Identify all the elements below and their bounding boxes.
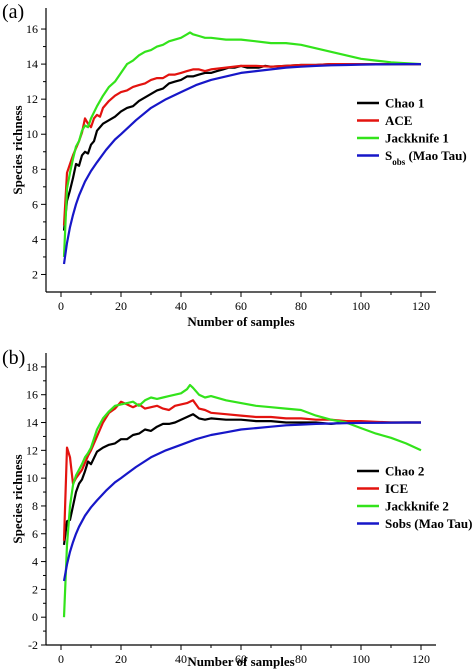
x-tick-label: 0: [58, 299, 64, 313]
y-axis-title: Species richness: [10, 454, 25, 543]
panel-label: (b): [2, 347, 25, 369]
y-tick-label: 4: [32, 555, 38, 569]
legend: Chao 1 ACE Jackknife 1 Sobs (Mao Tau): [357, 96, 467, 167]
x-tick-label: 20: [115, 299, 127, 313]
y-tick-label: 6: [32, 197, 38, 211]
y-tick-label: 16: [26, 22, 38, 36]
x-tick-label: 80: [295, 652, 307, 666]
legend-label: ACE: [385, 113, 412, 128]
y-tick-label: -2: [28, 638, 38, 652]
x-tick-label: 80: [295, 299, 307, 313]
series-line-3: [62, 62, 421, 265]
legend-label: Chao 2: [385, 464, 424, 479]
series-line-0: [62, 413, 421, 546]
x-axis-title: Number of samples: [187, 654, 294, 669]
x-tick-label: 120: [412, 299, 430, 313]
x-tick-label: 60: [235, 299, 247, 313]
y-tick-label: 4: [32, 232, 38, 246]
legend-label: Chao 1: [385, 96, 424, 111]
y-tick-label: 2: [32, 267, 38, 281]
x-axis-title: Number of samples: [187, 314, 294, 329]
series-line-2: [62, 383, 422, 618]
y-axis-title: Species richness: [10, 105, 25, 194]
legend: Chao 2 ICE Jackknife 2 Sobs (Mao Tau): [357, 464, 472, 531]
x-tick-label: 120: [412, 652, 430, 666]
y-tick-label: 10: [26, 127, 38, 141]
y-tick-label: 14: [26, 57, 38, 71]
y-tick-label: 12: [26, 92, 38, 106]
series-line-3: [62, 421, 421, 582]
chart-panel-a: (a) 0 20 40 60 80 100 120 2 4 6 8 10 12 14 16 Number of …: [2, 1, 467, 329]
x-tick-label: 20: [115, 652, 127, 666]
y-tick-label: 14: [26, 416, 38, 430]
legend-label: Sobs (Mao Tau): [385, 148, 467, 167]
legend-label: Jackknife 1: [385, 131, 449, 146]
legend-label: Sobs (Mao Tau): [385, 516, 472, 531]
y-tick-label: 6: [32, 527, 38, 541]
series-line-1: [62, 399, 421, 541]
legend-label: ICE: [385, 481, 408, 496]
y-tick-label: 8: [32, 162, 38, 176]
x-tick-label: 60: [235, 652, 247, 666]
x-tick-label: 40: [175, 652, 187, 666]
y-tick-label: 8: [32, 499, 38, 513]
x-tick-label: 100: [352, 299, 370, 313]
series-line-2: [62, 31, 422, 257]
x-tick-label: 40: [175, 299, 187, 313]
panel-label: (a): [2, 1, 24, 23]
x-tick-label: 100: [352, 652, 370, 666]
y-tick-label: 18: [26, 360, 38, 374]
chart-panel-b: (b) 0 20 40 60 80 100 120 -2 0 2 4 6 8 10 12 14 16 18 Numbe…: [2, 347, 472, 669]
x-tick-label: 0: [58, 652, 64, 666]
y-tick-label: 16: [26, 388, 38, 402]
series-line-1: [62, 62, 421, 226]
y-tick-label: 2: [32, 582, 38, 596]
y-tick-label: 12: [26, 443, 38, 457]
y-tick-label: 0: [32, 610, 38, 624]
series-line-0: [62, 62, 421, 231]
y-tick-label: 10: [26, 471, 38, 485]
legend-label: Jackknife 2: [385, 499, 449, 514]
